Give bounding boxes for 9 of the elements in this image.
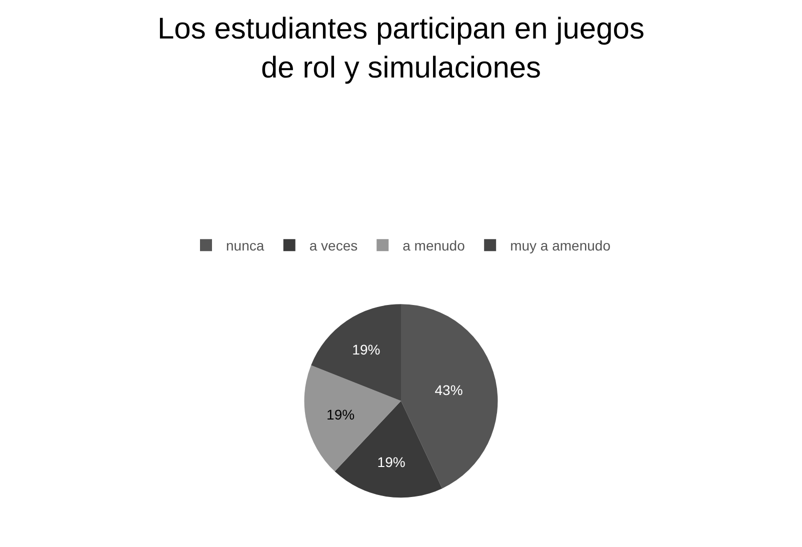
data-label: 19% — [326, 406, 355, 422]
data-label: 19% — [377, 454, 406, 470]
legend-label: nunca — [226, 238, 264, 254]
data-label: 43% — [434, 382, 463, 398]
legend-label: a menudo — [402, 238, 466, 254]
chart-title: Los estudiantes participan en juegos de rol y simulaciones — [157, 12, 645, 84]
legend-label: muy a amenudo — [510, 238, 611, 254]
data-label: 19% — [352, 342, 380, 358]
legend-label: a veces — [309, 238, 358, 254]
